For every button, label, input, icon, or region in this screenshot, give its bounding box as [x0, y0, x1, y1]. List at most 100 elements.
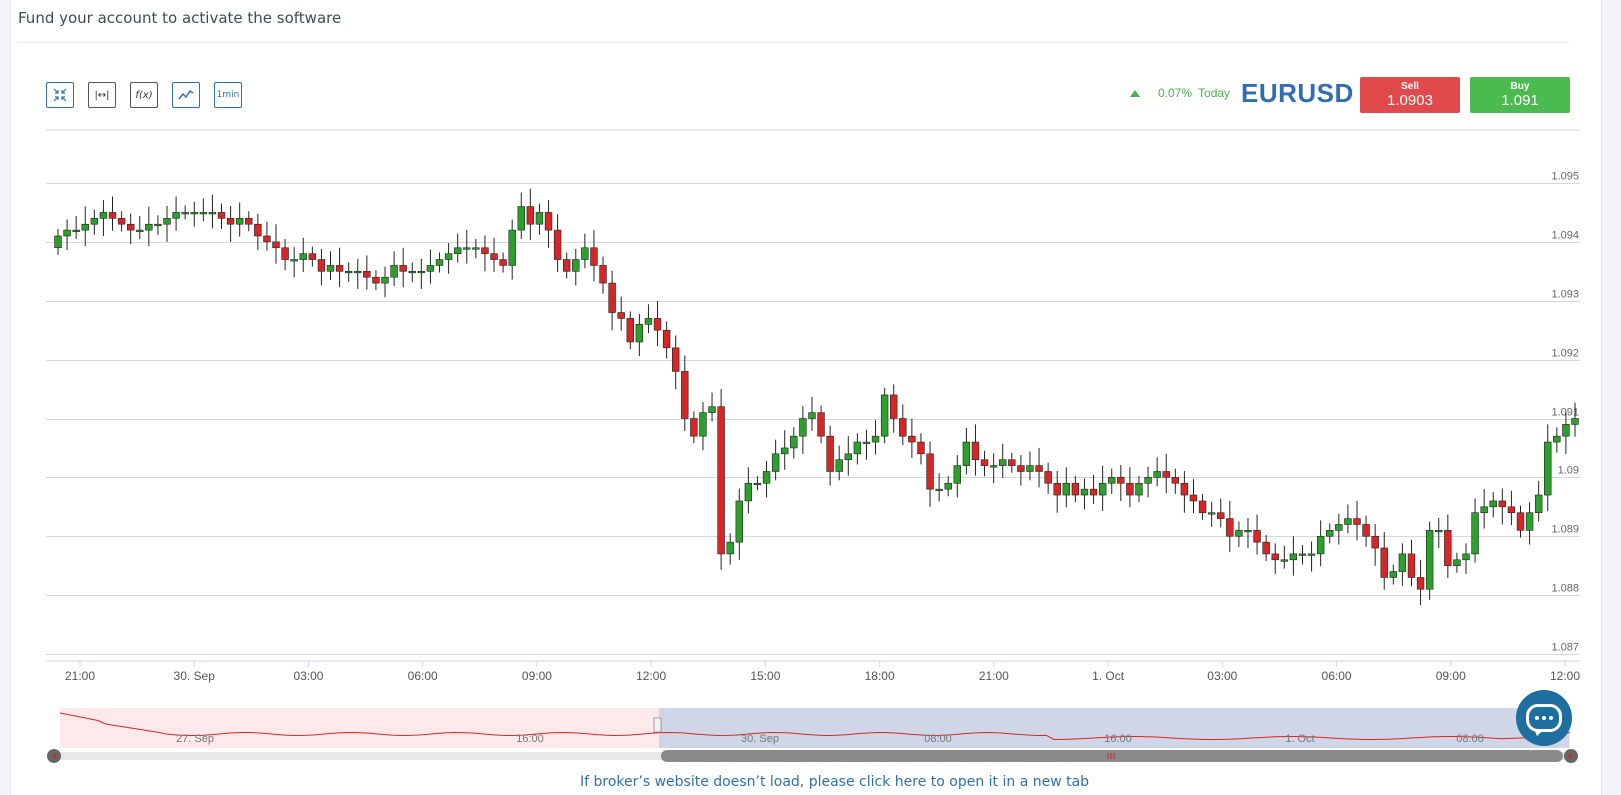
navigator-label: 08:00 — [1456, 733, 1484, 745]
candle-body — [1053, 482, 1061, 496]
candle-body — [1080, 488, 1089, 496]
navigator-label: 16:00 — [516, 733, 544, 745]
candle-body — [1135, 482, 1143, 496]
candle-body — [199, 212, 208, 215]
candle-body — [308, 253, 317, 260]
candle-body — [408, 271, 416, 274]
x-tick-label: 03:00 — [293, 669, 323, 683]
y-tick-label: 1.094 — [1551, 230, 1579, 242]
candle-body — [481, 247, 489, 254]
sell-price: 1.0903 — [1387, 92, 1433, 109]
candle-body — [326, 265, 335, 272]
chat-button[interactable] — [1516, 690, 1572, 746]
candle-body — [1262, 541, 1270, 555]
candle-body — [681, 371, 689, 419]
range-button[interactable]: |↔| — [88, 82, 116, 108]
candle-body — [553, 229, 562, 260]
interval-button[interactable]: 1min — [214, 82, 242, 108]
candle-body — [708, 406, 716, 413]
candle-body — [399, 265, 407, 272]
y-tick-label: 1.087 — [1551, 642, 1579, 654]
navigator-label: 16:00 — [1104, 733, 1132, 745]
candle-body — [1516, 512, 1525, 531]
collapse-icon — [53, 88, 67, 102]
candle-body — [581, 247, 589, 260]
candle-body — [1244, 530, 1252, 533]
candle-body — [1316, 535, 1325, 555]
x-tick-label: 18:00 — [865, 669, 895, 683]
up-triangle-icon — [1130, 89, 1140, 97]
candle-body — [390, 265, 398, 278]
candle-body — [1035, 465, 1043, 472]
candle-body — [1471, 512, 1479, 555]
candle-body — [808, 412, 816, 419]
candle-body — [1198, 500, 1207, 513]
candle-body — [890, 394, 898, 419]
candle-body — [1353, 518, 1361, 525]
candle-body — [626, 318, 634, 343]
candlestick-chart[interactable]: 1.095 1.094 1.093 1.092 1.091 1.09 1.089 1.088 1… — [0, 0, 1621, 770]
x-tick-label: 12:00 — [1550, 669, 1580, 683]
candle-body — [635, 323, 644, 343]
y-tick-label: 1.095 — [1551, 171, 1579, 183]
candle-body — [790, 435, 798, 449]
y-tick-label: 1.093 — [1551, 289, 1579, 301]
candle-body — [1062, 482, 1071, 496]
chat-icon — [1526, 704, 1562, 732]
candle-body — [526, 206, 535, 225]
candle-body — [1398, 553, 1407, 572]
sell-button[interactable]: Sell 1.0903 — [1360, 77, 1460, 113]
candle-body — [435, 259, 444, 266]
navigator-handle-left — [653, 717, 662, 733]
candle-body — [381, 276, 389, 284]
candle-body — [1326, 530, 1334, 537]
x-tick-label: 09:00 — [1436, 669, 1466, 683]
chart-type-button[interactable] — [172, 82, 200, 108]
candle-body — [1280, 559, 1289, 562]
y-tick-label: 1.089 — [1551, 524, 1579, 536]
candle-body — [817, 412, 825, 437]
candle-body — [1462, 553, 1470, 561]
candle-body — [1371, 535, 1379, 549]
candle-body — [1525, 512, 1534, 531]
candle-body — [671, 347, 680, 372]
candle-body — [190, 212, 198, 215]
candle-body — [1453, 559, 1461, 566]
candle-body — [172, 212, 180, 219]
candle-body — [1189, 494, 1198, 502]
candle-body — [272, 241, 280, 249]
candle-body — [980, 459, 989, 466]
candle-body — [426, 265, 435, 272]
candle-body — [608, 282, 616, 313]
candle-body — [1226, 518, 1234, 537]
candle-body — [254, 223, 262, 237]
candle-body — [517, 206, 525, 231]
candle-body — [1544, 441, 1552, 496]
candle-body — [1162, 471, 1170, 478]
navigator-label: 08:00 — [924, 733, 952, 745]
collapse-button[interactable] — [46, 82, 74, 108]
candle-body — [453, 247, 462, 254]
candle-body — [1180, 482, 1189, 496]
open-broker-link[interactable]: If broker’s website doesn’t load, please… — [580, 774, 1090, 790]
x-tick-label: 1. Oct — [1092, 669, 1125, 683]
candle-body — [1253, 530, 1261, 543]
candle-body — [108, 212, 117, 219]
change-period: Today — [1198, 86, 1231, 100]
x-tick-label: 21:00 — [65, 669, 95, 683]
buy-button[interactable]: Buy 1.091 — [1470, 77, 1570, 113]
candle-body — [145, 223, 153, 231]
candle-body — [1425, 530, 1434, 590]
range-icon: |↔| — [94, 89, 110, 101]
navigator-selection — [659, 708, 1569, 748]
y-tick-label: 1.092 — [1551, 348, 1579, 360]
candle-body — [871, 435, 880, 443]
candle-body — [463, 247, 471, 250]
candle-body — [853, 441, 862, 455]
candle-body — [735, 500, 743, 543]
candle-body — [562, 259, 571, 272]
indicators-button[interactable]: f(x) — [130, 82, 158, 108]
candle-body — [1307, 553, 1316, 556]
scrollbar-grip-icon — [1107, 753, 1115, 759]
candle-body — [926, 453, 934, 490]
